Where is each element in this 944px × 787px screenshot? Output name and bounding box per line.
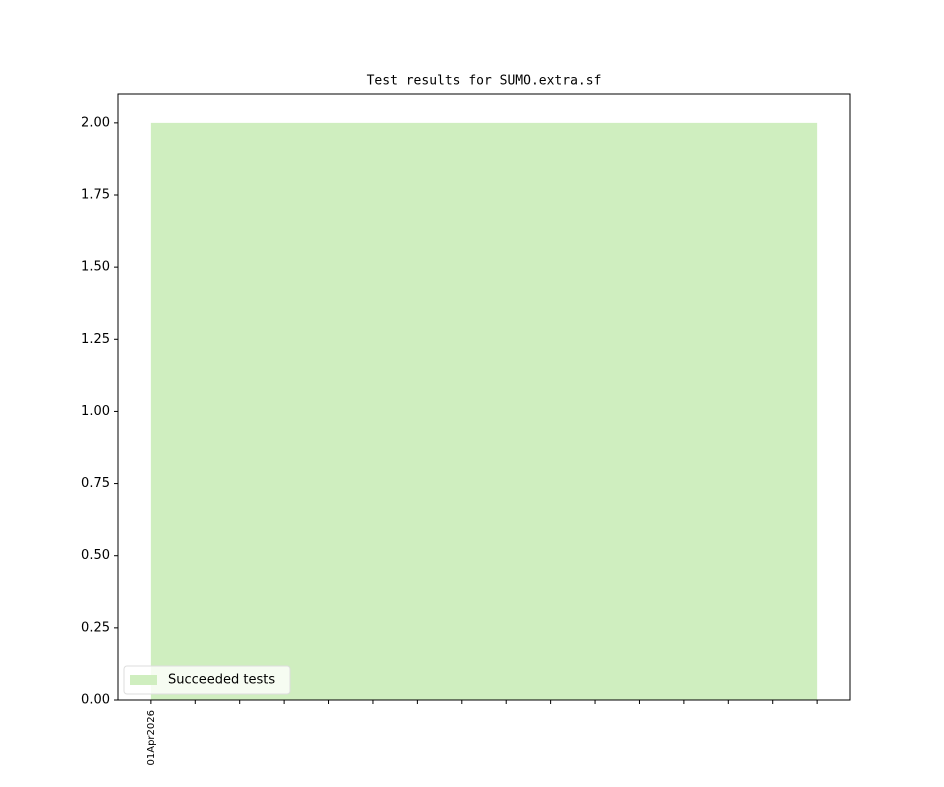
plot-frame [117, 93, 851, 701]
chart-title: Test results for SUMO.extra.sf [367, 74, 602, 89]
y-tick-label: 2.00 [81, 115, 110, 130]
y-tick-label: 1.25 [81, 332, 110, 347]
x-tick-label: 01Apr2026 [146, 710, 157, 765]
area [150, 122, 818, 701]
y-tick-label: 0.00 [81, 693, 110, 708]
legend-swatch [130, 675, 157, 685]
legend: Succeeded tests [123, 665, 291, 695]
y-tick-label: 1.00 [81, 404, 110, 419]
y-tick-label: 0.50 [81, 548, 110, 563]
y-tick-label: 0.75 [81, 476, 110, 491]
legend-frame [123, 665, 291, 695]
y-tick-label: 1.50 [81, 260, 110, 275]
legend-label: Succeeded tests [168, 673, 275, 688]
y-tick-label: 0.25 [81, 620, 110, 635]
y-tick-label: 1.75 [81, 188, 110, 203]
